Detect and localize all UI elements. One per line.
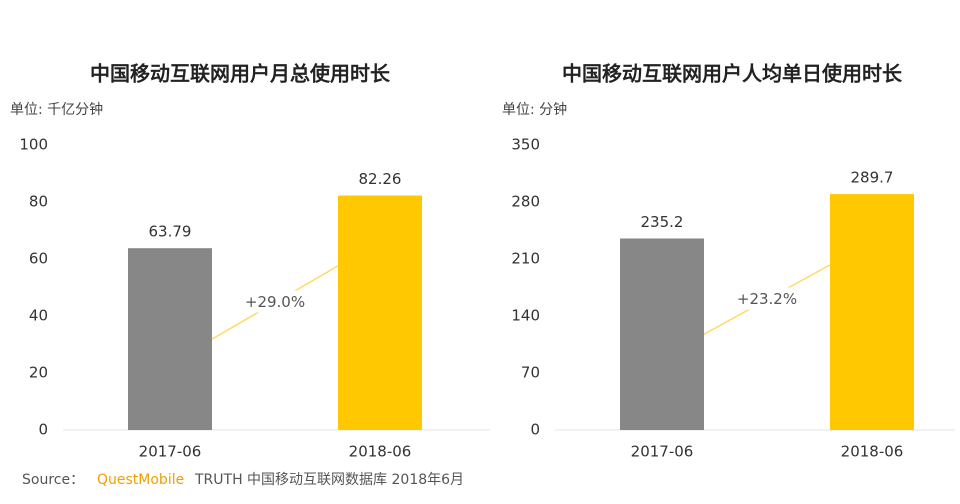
y-tick-label: 40 bbox=[29, 307, 48, 325]
y-tick-label: 100 bbox=[19, 136, 48, 154]
bar bbox=[128, 248, 212, 430]
chart-title: 中国移动互联网用户月总使用时长 bbox=[90, 62, 391, 86]
y-tick-label: 210 bbox=[511, 250, 540, 268]
value-label: 82.26 bbox=[359, 170, 402, 188]
y-tick-label: 70 bbox=[521, 364, 540, 382]
annotation: +29.0% bbox=[245, 293, 305, 311]
y-tick-label: 0 bbox=[530, 421, 540, 439]
source-brand: QuestMobile bbox=[97, 472, 184, 488]
y-tick-label: 140 bbox=[511, 307, 540, 325]
x-tick-label: 2017-06 bbox=[631, 443, 694, 461]
chart-title: 中国移动互联网用户人均单日使用时长 bbox=[562, 62, 903, 86]
y-tick-label: 350 bbox=[511, 136, 540, 154]
y-tick-label: 80 bbox=[29, 193, 48, 211]
bar bbox=[830, 194, 914, 430]
source-text: TRUTH 中国移动互联网数据库 2018年6月 bbox=[194, 472, 464, 488]
y-tick-label: 0 bbox=[38, 421, 48, 439]
x-tick-label: 2018-06 bbox=[349, 443, 412, 461]
source-label: Source： bbox=[22, 472, 84, 488]
bar bbox=[620, 238, 704, 430]
value-label: 289.7 bbox=[851, 169, 894, 187]
bar bbox=[338, 195, 422, 430]
y-tick-label: 20 bbox=[29, 364, 48, 382]
value-label: 235.2 bbox=[641, 213, 684, 231]
value-label: 63.79 bbox=[149, 223, 192, 241]
x-tick-label: 2018-06 bbox=[841, 443, 904, 461]
annotation-bg bbox=[243, 290, 307, 313]
x-tick-label: 2017-06 bbox=[139, 443, 202, 461]
annotation-bg bbox=[735, 287, 799, 310]
y-tick-label: 280 bbox=[511, 193, 540, 211]
annotation: +23.2% bbox=[737, 290, 797, 308]
unit-label: 单位: 分钟 bbox=[502, 101, 567, 118]
unit-label: 单位: 千亿分钟 bbox=[10, 101, 103, 118]
y-tick-label: 60 bbox=[29, 250, 48, 268]
